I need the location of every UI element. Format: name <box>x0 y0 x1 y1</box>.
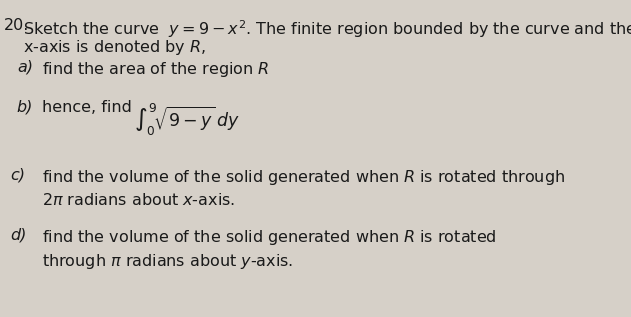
Text: $2\pi$ radians about $x$-axis.: $2\pi$ radians about $x$-axis. <box>42 192 235 208</box>
Text: a): a) <box>17 60 33 75</box>
Text: find the area of the region $R$: find the area of the region $R$ <box>42 60 269 79</box>
Text: d): d) <box>11 228 27 243</box>
Text: find the volume of the solid generated when $R$ is rotated through: find the volume of the solid generated w… <box>42 168 565 187</box>
Text: find the volume of the solid generated when $R$ is rotated: find the volume of the solid generated w… <box>42 228 497 247</box>
Text: 20.: 20. <box>4 18 29 33</box>
Text: Sketch the curve  $y=9-x^2$. The finite region bounded by the curve and the: Sketch the curve $y=9-x^2$. The finite r… <box>23 18 631 40</box>
Text: hence, find: hence, find <box>42 100 132 115</box>
Text: c): c) <box>11 168 26 183</box>
Text: b): b) <box>17 100 33 115</box>
Text: x-axis is denoted by $R$,: x-axis is denoted by $R$, <box>23 38 206 57</box>
Text: through $\pi$ radians about $y$-axis.: through $\pi$ radians about $y$-axis. <box>42 252 293 271</box>
Text: $\int_0^9\!\sqrt{9-y}\,dy$: $\int_0^9\!\sqrt{9-y}\,dy$ <box>134 102 240 138</box>
